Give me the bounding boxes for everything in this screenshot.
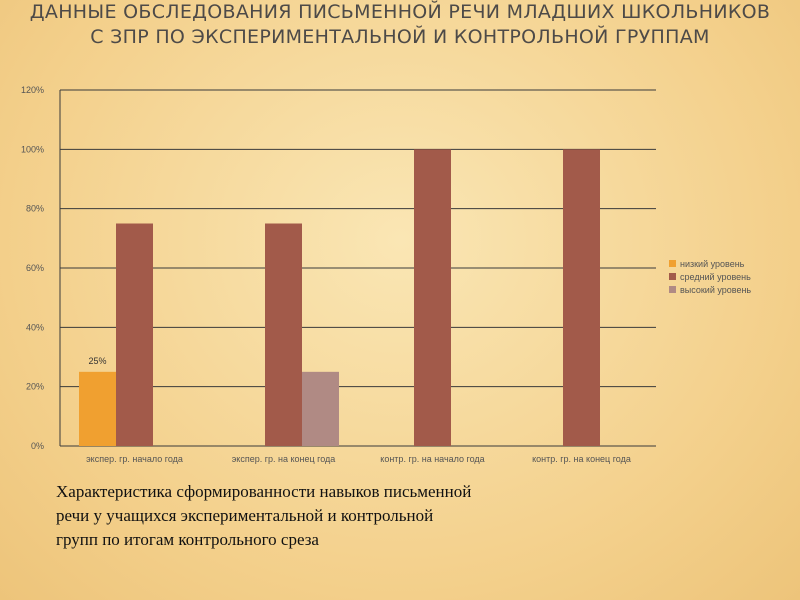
bar bbox=[265, 223, 302, 446]
y-tick-label: 0% bbox=[31, 441, 44, 451]
bar bbox=[563, 149, 600, 446]
legend-label: высокий уровень bbox=[680, 285, 751, 295]
x-tick-label: контр. гр. на начало года bbox=[380, 454, 484, 464]
chart-caption: Характеристика сформированности навыков … bbox=[56, 482, 472, 549]
y-tick-label: 20% bbox=[26, 382, 44, 392]
legend-swatch bbox=[669, 286, 676, 293]
legend-swatch bbox=[669, 260, 676, 267]
x-tick-label: экспер. гр. на конец года bbox=[232, 454, 336, 464]
chart-svg: 0% 20% 40% 60% 80% 100% 120% 25% экспер. гр. нач… bbox=[21, 85, 751, 464]
data-label: 25% bbox=[88, 356, 106, 366]
bar bbox=[302, 371, 339, 446]
x-tick-label: экспер. гр. начало года bbox=[86, 454, 183, 464]
legend-label: средний уровень bbox=[680, 272, 751, 282]
bar-chart: 0% 20% 40% 60% 80% 100% 120% 25% экспер. гр. нач… bbox=[14, 80, 786, 472]
bar bbox=[79, 371, 116, 446]
bar bbox=[414, 149, 451, 446]
page-title: ДАННЫЕ ОБСЛЕДОВАНИЯ ПИСЬМЕННОЙ РЕЧИ МЛАД… bbox=[29, 1, 771, 48]
legend-swatch bbox=[669, 273, 676, 280]
bar bbox=[116, 223, 153, 446]
y-tick-label: 60% bbox=[26, 263, 44, 273]
y-tick-label: 100% bbox=[21, 144, 44, 154]
y-tick-label: 120% bbox=[21, 85, 44, 95]
x-tick-label: контр. гр. на конец года bbox=[532, 454, 631, 464]
y-tick-label: 40% bbox=[26, 322, 44, 332]
legend-label: низкий уровень bbox=[680, 259, 745, 269]
y-tick-label: 80% bbox=[26, 204, 44, 214]
